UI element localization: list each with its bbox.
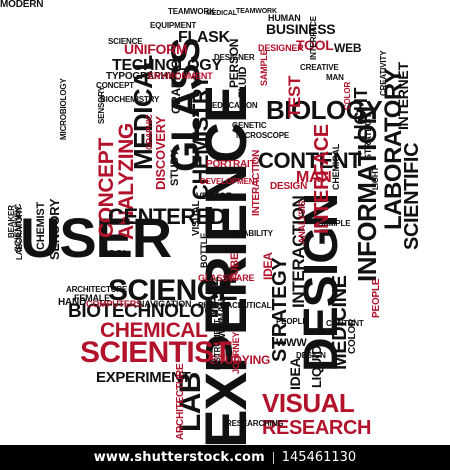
word-modern: MODERN (0, 0, 44, 10)
word-creativity: CREATIVITY (379, 50, 388, 96)
word-sensory: SENSORY (97, 86, 106, 124)
word-design: DESIGN (270, 181, 308, 192)
word-sample: SAMPLE (318, 219, 351, 228)
word-genetic: GENETIC (232, 121, 267, 130)
word-color: COLOR (343, 81, 352, 110)
word-content: CONTENT (258, 148, 362, 173)
word-chemical: CHEMICAL (100, 319, 208, 342)
word-user: USER (20, 206, 172, 269)
word-medical: MEDICAL (206, 10, 237, 17)
word-analysis: ANALYSIS (297, 200, 307, 244)
word-graphic: GRAPHIC (145, 114, 154, 150)
word-uniform: UNIFORM (124, 41, 188, 57)
word-hand: HAND (58, 297, 87, 308)
word-chemical: CHEMICAL (331, 143, 341, 190)
word-graphic: GRAPHIC (169, 60, 183, 114)
word-study: STUDY (169, 149, 181, 186)
word-navigation: NAVIGATION (138, 299, 192, 309)
word-bottle: BOTTLE (199, 233, 209, 268)
word-man: MAN (326, 73, 344, 82)
word-science: SCIENCE (108, 37, 143, 46)
word-visual: VISUAL (191, 200, 202, 236)
word-concept: CONCEPT (96, 81, 134, 90)
word-typography: TYPOGRAPHY (106, 71, 175, 82)
word-technology: TECHNOLOGY (112, 57, 222, 74)
watermark-separator (272, 451, 274, 464)
word-development: DEVELOPMENT (200, 177, 260, 186)
word-interface: INTERFACE (309, 16, 318, 60)
word-designer: DESIGNER (214, 53, 255, 62)
word-architecture: ARCHITECTURE (175, 363, 186, 441)
word-human: HUMAN (268, 13, 301, 23)
word-web: WEB (334, 41, 362, 55)
word-centered: CENTERED (108, 204, 226, 229)
word-designer: DESIGNER (258, 43, 304, 53)
word-environment: ENVIRONMENT (148, 71, 213, 81)
word-tube: TUBE (229, 252, 241, 282)
word-scientific: SCIENTIFIC (401, 142, 423, 250)
word-interaction: INTERACTION (251, 149, 262, 216)
word-biology: BIOLOGY (266, 95, 383, 125)
word-teamwork: TEAMWORK (236, 8, 277, 15)
word-portrait: PORTRAIT (206, 159, 256, 170)
word-education: EDUCATION (212, 101, 258, 110)
word-light: LIGHT (371, 166, 380, 190)
word-business: BUSINESS (266, 21, 336, 37)
word-tool: TOOL (296, 37, 334, 53)
word-architecture: ARCHITECTURE (66, 285, 128, 294)
word-internet: INTERNET (395, 62, 411, 130)
word-idea: IDEA (261, 252, 275, 280)
word-visual: VISUAL (262, 388, 355, 418)
word-content: CONTENT (326, 319, 364, 328)
watermark-id: 145461130 (281, 450, 357, 465)
word-microscope: MICROSCOPE (236, 131, 290, 140)
word-computers: COMPUTERS (86, 299, 142, 309)
word-studying: STUDYING (210, 353, 271, 367)
word-instrument: INSTRUMENT (213, 319, 222, 370)
word-researching: RESEARCHING (226, 419, 284, 428)
word-journey: JOURNEY (231, 331, 241, 374)
word-interface: INTERFACE (311, 124, 333, 234)
word-www: WWW (276, 337, 307, 349)
word-vector: VECTOR (196, 191, 233, 201)
word-glassware: GLASSWARE (198, 273, 255, 283)
word-flask: FLASK (178, 29, 230, 46)
watermark-url: www.shutterstock.com (93, 450, 265, 465)
word-female: FEMALE (74, 293, 110, 303)
word-laboratory: LABORATORY (15, 206, 24, 260)
word-teamwork: TEAMWORK (168, 7, 215, 16)
word-experiment: EXPERIMENT (96, 369, 191, 386)
word-sample: SAMPLE (259, 49, 269, 86)
word-man: MAN (296, 169, 332, 186)
word-people: PEOPLE (371, 278, 382, 318)
word-cloud-head: USER EXPERIENCE DESIGN SCIENCE BIOTECHNOLOGY… (0, 0, 423, 445)
word-equipment: EQUIPMENT (150, 21, 197, 30)
word-science: SCIENCE (108, 274, 238, 307)
word-fluid: FLUID (237, 66, 249, 98)
word-test: TEST (285, 75, 304, 118)
word-strategy: STRATEGY (363, 113, 373, 160)
word-creative: CREATIVE (300, 63, 339, 72)
word-sensory: SENSORY (47, 198, 62, 260)
word-tool: TOOL (102, 249, 129, 260)
word-people: PEOPLE (276, 317, 308, 326)
word-discovery: DISCOVERY (153, 116, 168, 190)
stock-watermark-bar: www.shutterstock.com 145461130 (0, 445, 450, 470)
word-scientist: SCIENTIST (80, 336, 232, 369)
word-design: DESIGN (296, 351, 326, 360)
word-biochemistry: BIOCHEMISTRY (100, 95, 160, 104)
word-biotechnology: BIOTECHNOLOGY (68, 301, 231, 322)
word-microbiology: MICROBIOLOGY (59, 78, 68, 140)
word-pharmaceutical: PHARMACEUTICAL (198, 301, 272, 310)
word-usability: USABILITY (232, 229, 273, 238)
word-idea: IDEA (287, 357, 303, 390)
word-chemist: CHEMIST (35, 202, 47, 250)
word-research: RESEARCH (262, 417, 372, 439)
